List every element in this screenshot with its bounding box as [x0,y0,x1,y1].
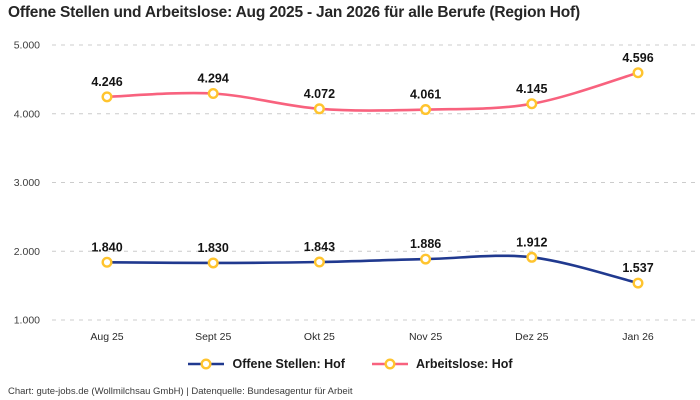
svg-text:4.596: 4.596 [622,51,653,65]
legend-marker-arbeitslose [384,358,396,370]
legend-label-offene-stellen: Offene Stellen: Hof [232,357,345,371]
chart-title: Offene Stellen und Arbeitslose: Aug 2025… [8,4,580,21]
svg-text:4.000: 4.000 [14,108,40,120]
svg-text:2.000: 2.000 [14,246,40,258]
svg-text:3.000: 3.000 [14,177,40,189]
svg-text:1.912: 1.912 [516,235,547,249]
svg-text:1.840: 1.840 [91,240,122,254]
svg-text:5.000: 5.000 [14,40,40,52]
svg-text:1.537: 1.537 [622,261,653,275]
svg-text:Okt 25: Okt 25 [304,331,335,343]
svg-text:Aug 25: Aug 25 [90,331,123,343]
legend-line-marker-icon [371,358,408,370]
svg-text:Nov 25: Nov 25 [409,331,442,343]
svg-text:4.246: 4.246 [91,75,122,89]
svg-text:1.830: 1.830 [198,241,229,255]
legend-label-arbeitslose: Arbeitslose: Hof [415,357,513,371]
svg-text:Jan 26: Jan 26 [622,331,654,343]
svg-text:1.843: 1.843 [304,240,335,254]
legend-item-offene-stellen: Offene Stellen: Hof [187,357,345,371]
svg-text:4.294: 4.294 [198,72,229,86]
chart-source-footer: Chart: gute-jobs.de (Wollmilchsau GmbH) … [8,386,353,397]
svg-text:4.145: 4.145 [516,82,547,96]
legend-line-marker-icon [188,358,225,370]
legend-item-arbeitslose: Arbeitslose: Hof [371,357,513,371]
chart-legend: Offene Stellen: Hof Arbeitslose: Hof [0,357,700,371]
svg-text:4.072: 4.072 [304,87,335,101]
svg-text:1.000: 1.000 [14,315,40,327]
svg-text:4.061: 4.061 [410,88,441,102]
legend-marker-offene-stellen [200,358,212,370]
svg-text:Dez 25: Dez 25 [515,331,548,343]
svg-text:1.886: 1.886 [410,237,441,251]
svg-text:Sept 25: Sept 25 [195,331,231,343]
line-chart-canvas: 1.000 2.000 3.000 4.000 5.000 Aug 25 Sept 25 Ok… [14,40,695,343]
